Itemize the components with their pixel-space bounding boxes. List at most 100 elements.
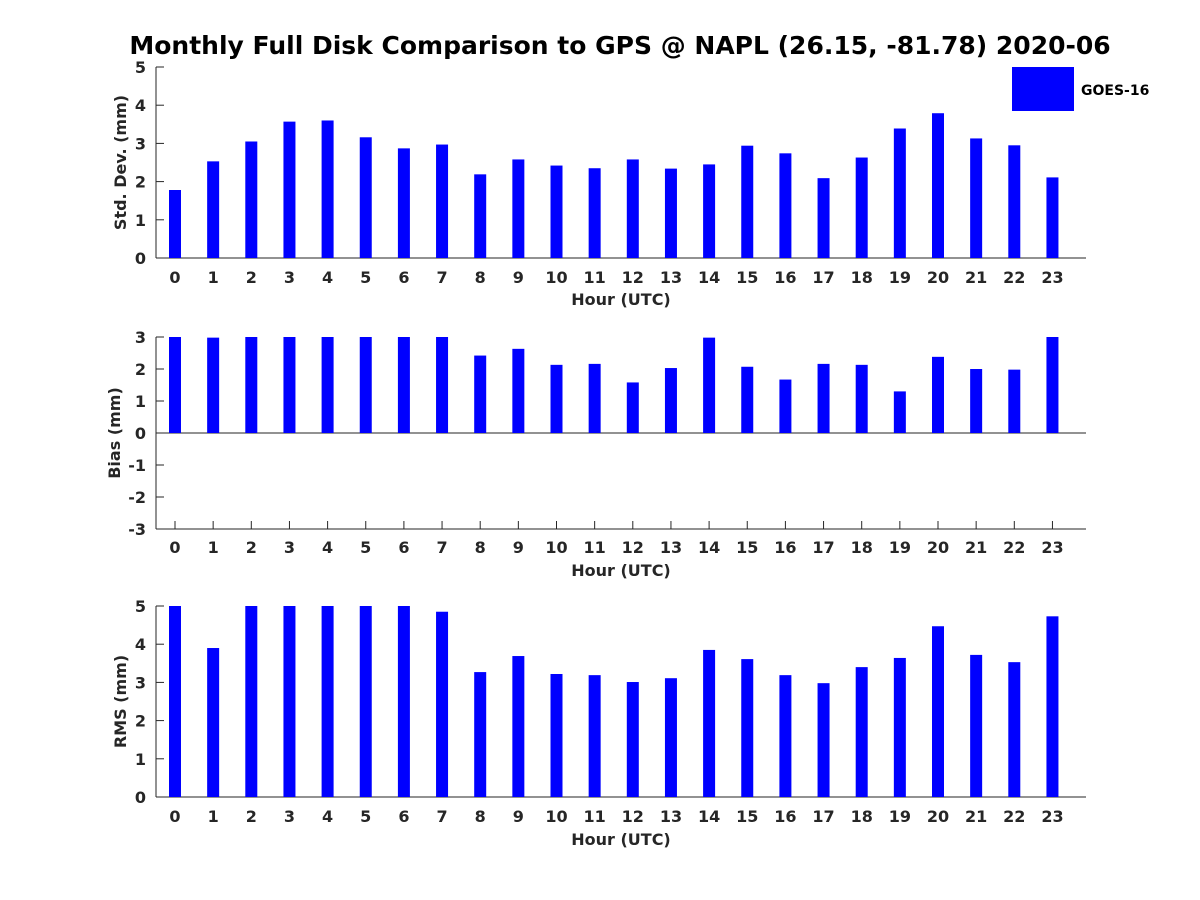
bar-std-hour-21	[970, 138, 983, 258]
bar-std-hour-12	[626, 159, 639, 258]
bar-std-hour-20	[932, 113, 944, 258]
y-tick-label: 2	[135, 712, 146, 731]
bar-rms-hour-7	[436, 611, 449, 797]
x-tick-label: 16	[774, 807, 796, 826]
y-tick-label: 2	[135, 360, 146, 379]
x-tick-label: 11	[584, 538, 606, 557]
bar-std-hour-1	[207, 161, 220, 258]
x-tick-label: 13	[660, 538, 682, 557]
y-axis-label: Bias (mm)	[105, 387, 124, 479]
y-tick-label: 0	[135, 424, 146, 443]
bar-std-hour-5	[359, 137, 372, 258]
bar-bias-hour-23	[1046, 337, 1059, 433]
bar-std-hour-22	[1008, 145, 1021, 258]
x-tick-label: 0	[169, 268, 180, 287]
y-tick-label: 1	[135, 750, 146, 769]
x-tick-label: 2	[246, 538, 257, 557]
bar-rms-hour-2	[245, 606, 258, 797]
y-tick-label: 5	[135, 58, 146, 77]
bar-rms-hour-22	[1008, 662, 1021, 797]
x-tick-label: 19	[889, 807, 911, 826]
x-tick-label: 9	[513, 538, 524, 557]
bar-rms-hour-13	[664, 678, 677, 797]
bar-rms-hour-9	[512, 656, 525, 797]
bar-bias-hour-20	[932, 356, 944, 433]
x-tick-label: 15	[736, 268, 758, 287]
y-tick-label: 3	[135, 134, 146, 153]
x-tick-label: 23	[1041, 538, 1063, 557]
bar-bias-hour-16	[779, 379, 792, 433]
x-tick-label: 6	[398, 268, 409, 287]
y-tick-label: 3	[135, 328, 146, 347]
y-tick-label: 4	[135, 96, 146, 115]
x-tick-label: 0	[169, 807, 180, 826]
y-tick-label: 3	[135, 673, 146, 692]
legend: GOES-16	[1012, 67, 1149, 111]
bar-rms-hour-23	[1046, 616, 1059, 797]
bar-std-hour-10	[550, 165, 563, 258]
bar-bias-hour-0	[169, 337, 181, 433]
bar-rms-hour-10	[550, 673, 563, 797]
bar-rms-hour-0	[169, 606, 181, 797]
bar-rms-hour-1	[207, 648, 220, 797]
x-tick-label: 1	[208, 268, 219, 287]
x-tick-label: 8	[475, 807, 486, 826]
y-tick-label: 5	[135, 597, 146, 616]
x-tick-label: 3	[284, 268, 295, 287]
y-axis-label: RMS (mm)	[111, 655, 130, 748]
y-tick-label: 0	[135, 249, 146, 268]
bar-std-hour-4	[321, 120, 334, 258]
bar-std-hour-0	[169, 190, 181, 258]
y-tick-label: -1	[128, 456, 146, 475]
x-tick-label: 12	[622, 807, 644, 826]
x-tick-label: 0	[169, 538, 180, 557]
y-tick-label: -2	[128, 488, 146, 507]
bar-rms-hour-15	[741, 659, 754, 797]
x-tick-label: 8	[475, 268, 486, 287]
bar-bias-hour-15	[741, 366, 754, 433]
bar-bias-hour-11	[588, 363, 601, 433]
bar-rms-hour-4	[321, 606, 334, 797]
x-tick-label: 13	[660, 807, 682, 826]
x-tick-label: 17	[812, 538, 834, 557]
x-tick-label: 18	[851, 538, 873, 557]
x-tick-label: 21	[965, 268, 987, 287]
bar-rms-hour-6	[397, 606, 410, 797]
x-tick-label: 6	[398, 538, 409, 557]
bar-rms-hour-16	[779, 675, 792, 797]
x-tick-label: 14	[698, 268, 720, 287]
x-tick-label: 20	[927, 538, 949, 557]
x-tick-label: 19	[889, 538, 911, 557]
bar-bias-hour-7	[436, 337, 449, 433]
bar-rms-hour-5	[359, 606, 372, 797]
y-tick-label: 1	[135, 392, 146, 411]
bar-std-hour-7	[436, 144, 449, 258]
bar-std-hour-18	[855, 157, 868, 258]
bar-std-hour-11	[588, 168, 601, 258]
bar-rms-hour-8	[474, 672, 487, 797]
x-tick-label: 10	[545, 807, 567, 826]
bar-bias-hour-17	[817, 363, 830, 433]
x-tick-label: 2	[246, 268, 257, 287]
y-tick-label: 4	[135, 635, 146, 654]
x-tick-label: 22	[1003, 268, 1025, 287]
x-axis-label: Hour (UTC)	[571, 290, 671, 309]
bar-bias-hour-5	[359, 337, 372, 433]
x-tick-label: 9	[513, 268, 524, 287]
x-tick-label: 15	[736, 807, 758, 826]
x-tick-label: 9	[513, 807, 524, 826]
x-tick-label: 20	[927, 807, 949, 826]
x-tick-label: 4	[322, 538, 333, 557]
legend-swatch	[1012, 67, 1074, 111]
bar-std-hour-8	[474, 174, 487, 258]
x-tick-label: 13	[660, 268, 682, 287]
x-tick-label: 17	[812, 807, 834, 826]
bar-std-hour-15	[741, 145, 754, 258]
bar-bias-hour-22	[1008, 369, 1021, 433]
x-tick-label: 4	[322, 268, 333, 287]
x-tick-label: 3	[284, 807, 295, 826]
